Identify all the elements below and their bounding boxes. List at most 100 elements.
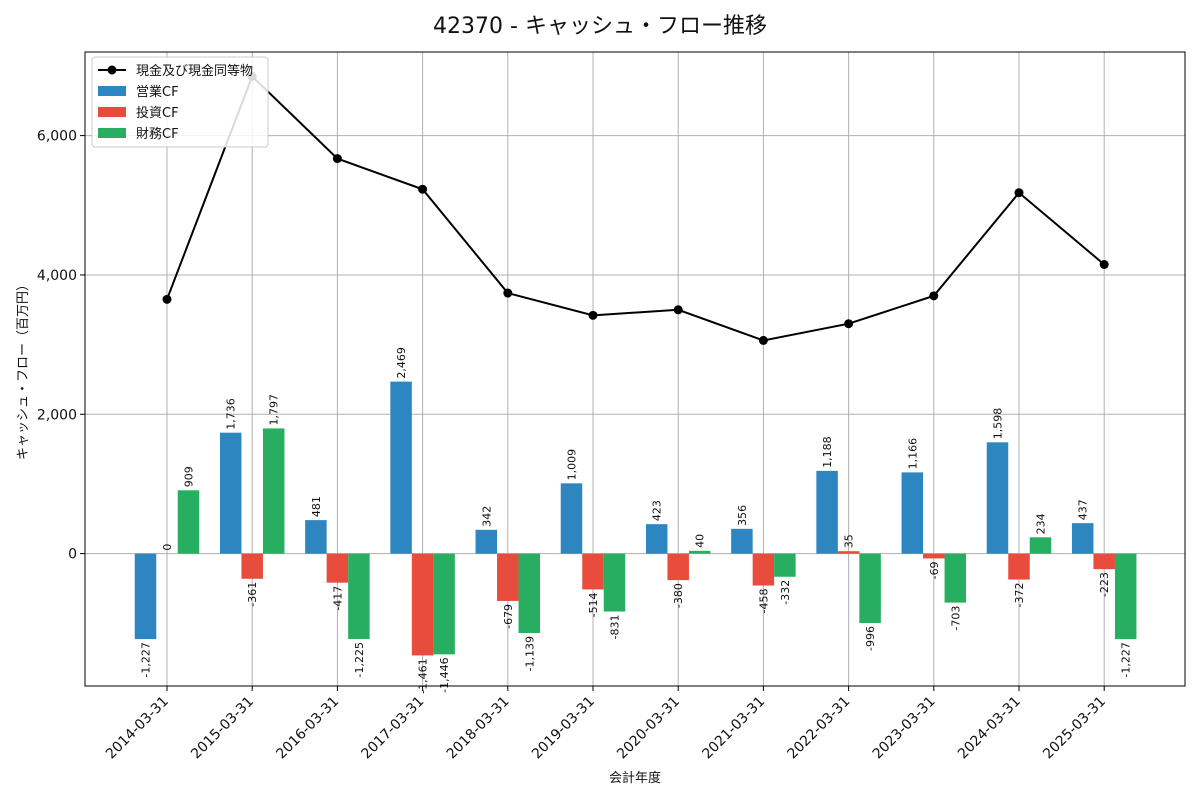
bars: [134, 381, 1137, 656]
cash-line-point: [1099, 259, 1109, 269]
bar-value-label: 1,797: [268, 394, 281, 426]
bar: [752, 553, 775, 586]
y-tick-label: 0: [68, 547, 77, 563]
bar: [560, 483, 583, 554]
legend-swatch: [98, 86, 126, 96]
bar-value-label: -996: [864, 626, 877, 651]
grid-lines: [85, 52, 1185, 686]
x-tick-label: 2017-03-31: [359, 694, 428, 763]
cash-line-point: [844, 319, 854, 329]
legend-label: 現金及び現金同等物: [136, 63, 253, 79]
plot-frame: [84, 51, 1186, 687]
bar: [1093, 553, 1115, 570]
bar-value-label: -831: [609, 615, 622, 640]
bar-value-label: 342: [480, 506, 493, 527]
cash-line-point: [758, 335, 768, 345]
bar-value-label: 1,736: [225, 398, 238, 430]
bar-value-label: -380: [672, 583, 685, 608]
legend-label: 営業CF: [136, 84, 179, 100]
bar: [1029, 537, 1052, 554]
cash-line-point: [1014, 188, 1024, 198]
legend-label: 投資CF: [136, 105, 179, 121]
bar: [177, 490, 200, 554]
cash-line-point: [418, 184, 428, 194]
bar: [433, 553, 455, 655]
x-tick-label: 2025-03-31: [1040, 694, 1109, 763]
bar: [582, 553, 604, 590]
bar-value-label: 234: [1035, 513, 1048, 534]
bar: [390, 381, 412, 554]
bar: [411, 553, 434, 656]
bar: [497, 553, 519, 601]
bar-value-label: -332: [779, 580, 792, 605]
bar: [859, 553, 881, 624]
bar-value-label: -1,446: [438, 657, 451, 692]
y-axis-label: キャッシュ・フロー（百万円）: [16, 278, 31, 460]
cash-line-path: [166, 74, 1105, 342]
bar: [1071, 523, 1094, 554]
bar-value-label: -1,139: [523, 636, 536, 671]
bar-value-label: 1,166: [906, 438, 919, 470]
bar-value-label: 481: [310, 496, 323, 517]
x-tick-label: 2016-03-31: [273, 694, 342, 763]
bar: [219, 432, 242, 554]
bar: [134, 553, 157, 640]
bar-value-label: -703: [949, 606, 962, 631]
bar-value-label: 1,009: [566, 449, 579, 481]
x-tick-label: 2019-03-31: [529, 694, 598, 763]
bar: [731, 528, 753, 554]
bar-value-label: 2,469: [395, 347, 408, 379]
bar-value-label: 909: [183, 466, 196, 487]
bar: [348, 553, 370, 639]
bar-value-label: -458: [757, 589, 770, 614]
legend-marker: [107, 65, 117, 75]
bar-value-label: 40: [694, 534, 707, 548]
bar: [241, 553, 263, 579]
cash-line-point: [673, 305, 683, 315]
bar: [986, 442, 1009, 554]
cash-line-point: [929, 291, 939, 301]
bar-value-label: 437: [1077, 499, 1090, 520]
bar-value-label: -679: [502, 604, 515, 629]
bar-value-label: -361: [246, 582, 259, 607]
x-tick-label: 2022-03-31: [785, 694, 854, 763]
cash-line-point: [503, 288, 513, 298]
data-labels: -1,227 1,736 481 2,469 342 1,009 423 356 1,188 1,…: [140, 347, 1133, 694]
legend-box: [91, 56, 269, 148]
bar: [688, 550, 711, 554]
x-tick-label: 2014-03-31: [103, 694, 172, 763]
bar: [816, 470, 838, 554]
bar: [923, 553, 945, 559]
bar: [475, 529, 498, 554]
bar: [518, 553, 541, 633]
bar: [326, 553, 349, 583]
bar-value-label: 0: [161, 544, 174, 551]
bar-value-label: 423: [651, 500, 664, 521]
bar: [667, 553, 689, 581]
bar-value-label: 1,188: [821, 436, 834, 468]
bar: [837, 551, 860, 554]
bar-value-label: -1,225: [353, 642, 366, 677]
cash-line-point: [162, 294, 172, 304]
bar-value-label: 35: [843, 534, 856, 548]
bar: [1114, 553, 1137, 640]
y-tick-label: 2,000: [37, 407, 77, 423]
chart-title: 42370 - キャッシュ・フロー推移: [433, 14, 767, 39]
x-tick-label: 2018-03-31: [444, 694, 513, 763]
bar: [944, 553, 967, 603]
bar-value-label: 1,598: [992, 408, 1005, 440]
bar-value-label: -69: [928, 561, 941, 579]
bar-value-label: -372: [1013, 583, 1026, 608]
x-tick-label: 2020-03-31: [614, 694, 683, 763]
y-axis-ticks: 0 2,000 4,000 6,000: [37, 129, 85, 563]
cash-line: [162, 71, 1109, 345]
x-axis-ticks: 2014-03-31 2015-03-31 2016-03-31 2017-03-31…: [103, 686, 1109, 762]
bar-value-label: -417: [331, 586, 344, 611]
y-tick-label: 4,000: [37, 268, 77, 284]
bar: [305, 520, 327, 554]
bar-value-label: -1,461: [417, 658, 430, 693]
bar: [262, 428, 285, 554]
x-axis-label: 会計年度: [609, 770, 661, 786]
